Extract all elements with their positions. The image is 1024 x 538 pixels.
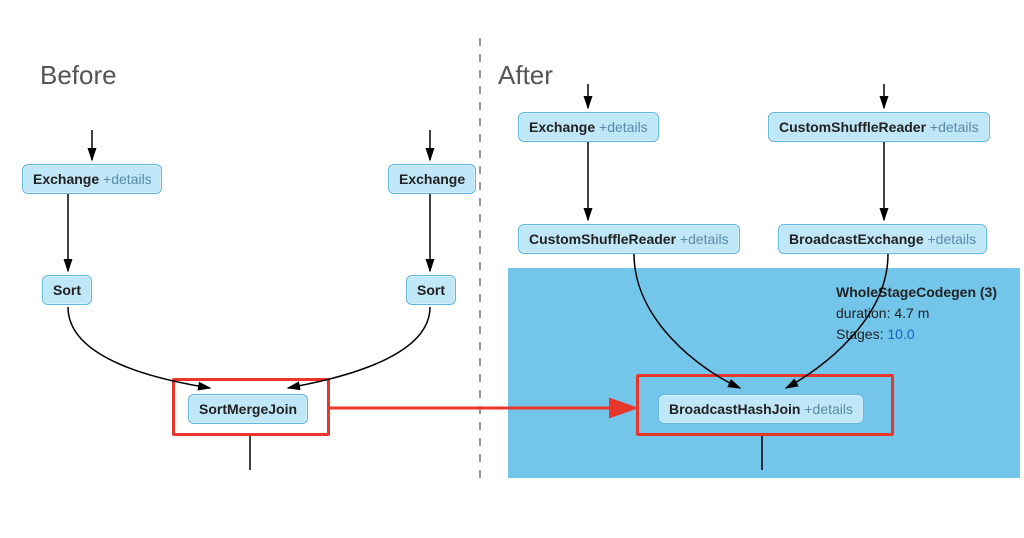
details-link[interactable]: +details [680, 231, 729, 247]
before-exchange-right[interactable]: Exchange [388, 164, 476, 194]
before-heading: Before [40, 60, 117, 91]
codegen-title: WholeStageCodegen (3) [836, 282, 997, 303]
highlight-before-join [172, 378, 330, 436]
details-link[interactable]: +details [599, 119, 648, 135]
after-heading: After [498, 60, 553, 91]
edge [68, 307, 210, 388]
before-sort-left[interactable]: Sort [42, 275, 92, 305]
after-broadcastexchange-right[interactable]: BroadcastExchange +details [778, 224, 987, 254]
codegen-stages-link[interactable]: 10.0 [887, 326, 914, 342]
codegen-line-stages: Stages: 10.0 [836, 324, 997, 345]
details-link[interactable]: +details [103, 171, 152, 187]
after-customshufflereader-top[interactable]: CustomShuffleReader +details [768, 112, 990, 142]
highlight-after-join [636, 374, 894, 436]
after-customshufflereader-left[interactable]: CustomShuffleReader +details [518, 224, 740, 254]
before-exchange-left[interactable]: Exchange +details [22, 164, 162, 194]
details-link[interactable]: +details [928, 231, 977, 247]
wholestage-codegen-text: WholeStageCodegen (3) duration: 4.7 m St… [836, 282, 997, 345]
before-sort-right[interactable]: Sort [406, 275, 456, 305]
after-exchange[interactable]: Exchange +details [518, 112, 659, 142]
codegen-line-duration: duration: 4.7 m [836, 303, 997, 324]
edge [288, 307, 430, 388]
details-link[interactable]: +details [930, 119, 979, 135]
